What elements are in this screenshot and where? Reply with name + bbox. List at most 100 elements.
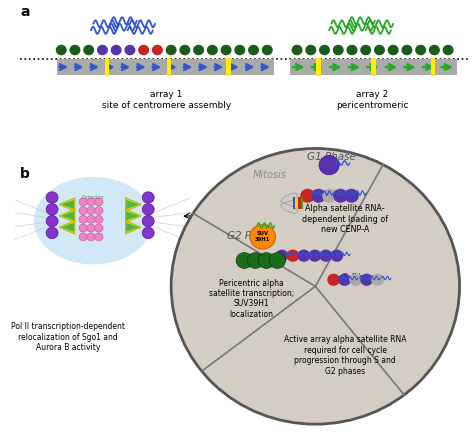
Bar (371, 59, 376, 77)
Circle shape (311, 189, 326, 203)
Circle shape (327, 274, 340, 286)
Circle shape (138, 46, 149, 56)
Circle shape (346, 46, 357, 56)
Text: array 2
pericentromeric: array 2 pericentromeric (337, 90, 409, 110)
Circle shape (330, 250, 343, 262)
Polygon shape (59, 221, 75, 235)
Circle shape (207, 46, 218, 56)
Bar (299, 198, 301, 210)
Circle shape (258, 253, 274, 269)
Circle shape (95, 233, 103, 241)
Circle shape (322, 189, 337, 203)
Circle shape (95, 207, 103, 215)
Circle shape (87, 233, 95, 241)
Polygon shape (125, 221, 141, 235)
Bar (316, 59, 321, 77)
Text: S Phase: S Phase (341, 272, 382, 282)
Circle shape (275, 250, 288, 262)
Circle shape (262, 46, 273, 56)
Circle shape (97, 46, 108, 56)
Circle shape (142, 228, 154, 239)
Circle shape (79, 207, 87, 215)
Polygon shape (126, 223, 139, 232)
Circle shape (443, 46, 454, 56)
Circle shape (349, 274, 362, 286)
Bar (431, 59, 435, 77)
Circle shape (374, 46, 385, 56)
Circle shape (371, 274, 384, 286)
Polygon shape (61, 212, 74, 221)
Circle shape (401, 46, 412, 56)
Circle shape (46, 204, 58, 215)
Circle shape (79, 198, 87, 206)
Bar (296, 198, 298, 210)
Circle shape (56, 46, 67, 56)
Bar (57, 60, 274, 76)
Circle shape (250, 225, 275, 250)
Text: Pol II transcription-dependent
relocalization of Sgo1 and
Aurora B activity: Pol II transcription-dependent relocaliz… (11, 321, 125, 351)
Circle shape (269, 253, 285, 269)
Text: Active array alpha satellite RNA
required for cell cycle
progression through S a: Active array alpha satellite RNA require… (284, 335, 406, 375)
Circle shape (87, 225, 95, 233)
Text: G2 Phase: G2 Phase (227, 231, 276, 240)
Circle shape (70, 46, 81, 56)
Circle shape (388, 46, 399, 56)
Text: Alpha satellite RNA-
dependent loading of
new CENP-A: Alpha satellite RNA- dependent loading o… (302, 204, 388, 233)
Circle shape (124, 46, 136, 56)
Polygon shape (125, 198, 141, 212)
Circle shape (95, 216, 103, 224)
Circle shape (360, 46, 371, 56)
Polygon shape (59, 198, 75, 212)
Circle shape (111, 46, 122, 56)
Circle shape (298, 250, 310, 262)
Circle shape (46, 192, 58, 204)
Bar (293, 198, 295, 210)
Circle shape (234, 46, 245, 56)
Circle shape (87, 216, 95, 224)
Circle shape (247, 253, 264, 269)
Circle shape (79, 216, 87, 224)
Circle shape (95, 225, 103, 233)
Polygon shape (125, 209, 141, 223)
Circle shape (319, 46, 330, 56)
Circle shape (220, 46, 232, 56)
Circle shape (319, 156, 339, 175)
Text: array 1
site of centromere assembly: array 1 site of centromere assembly (102, 90, 231, 110)
Text: Pericentric alpha
satellite transcription;
SUV39H1
localization: Pericentric alpha satellite transcriptio… (209, 278, 294, 318)
Circle shape (300, 189, 315, 203)
Polygon shape (126, 212, 139, 221)
Circle shape (292, 46, 302, 56)
Text: b: b (20, 166, 30, 180)
Ellipse shape (34, 177, 153, 265)
Circle shape (248, 46, 259, 56)
Polygon shape (61, 223, 74, 232)
Circle shape (171, 149, 460, 424)
Text: a: a (20, 5, 29, 19)
Polygon shape (126, 201, 139, 209)
Circle shape (87, 207, 95, 215)
Bar (226, 59, 231, 77)
Circle shape (165, 46, 177, 56)
Polygon shape (61, 201, 74, 209)
Ellipse shape (281, 204, 298, 214)
Circle shape (429, 46, 440, 56)
Circle shape (95, 198, 103, 206)
Circle shape (152, 46, 163, 56)
Circle shape (338, 274, 351, 286)
Circle shape (236, 253, 253, 269)
Circle shape (46, 216, 58, 227)
Circle shape (193, 46, 204, 56)
Circle shape (179, 46, 191, 56)
Bar (290, 60, 457, 76)
Circle shape (83, 46, 94, 56)
Circle shape (360, 274, 373, 286)
Circle shape (142, 192, 154, 204)
Circle shape (309, 250, 321, 262)
Text: G1 Phase: G1 Phase (307, 152, 356, 162)
Circle shape (87, 198, 95, 206)
Bar (105, 59, 109, 77)
Circle shape (286, 250, 299, 262)
Circle shape (333, 189, 348, 203)
Circle shape (319, 250, 332, 262)
Circle shape (305, 46, 316, 56)
